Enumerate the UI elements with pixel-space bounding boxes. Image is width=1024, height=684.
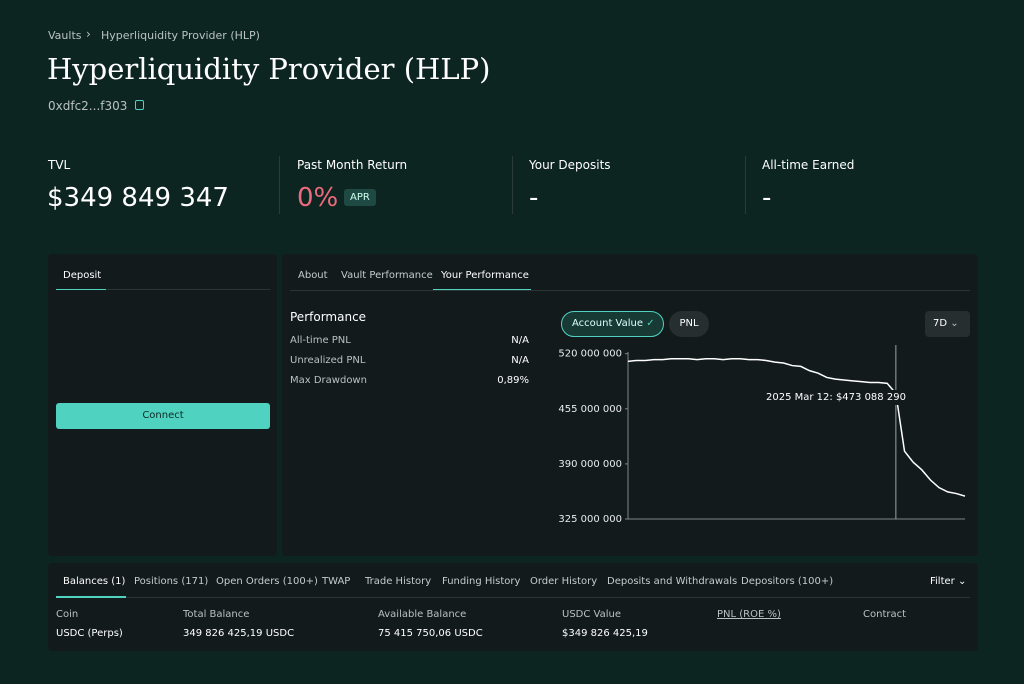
- divider: [279, 156, 280, 214]
- row-value: 0,89%: [497, 375, 529, 386]
- divider: [512, 156, 513, 214]
- tab-underline: [56, 289, 106, 290]
- connect-button[interactable]: Connect: [56, 403, 270, 429]
- cell: $349 826 425,19: [562, 628, 648, 639]
- tab[interactable]: Deposit: [63, 270, 102, 281]
- chart: 520 000 000 455 000 000 390 000 000 325 000…: [558, 345, 966, 525]
- column-header[interactable]: USDC Value: [562, 609, 621, 620]
- rule: [106, 289, 270, 290]
- badge: APR: [344, 189, 376, 206]
- rule: [290, 290, 970, 291]
- tab[interactable]: Order History: [530, 576, 598, 587]
- section-title: Performance: [290, 310, 367, 324]
- toggle[interactable]: Account Value ✓: [561, 311, 664, 337]
- range-select[interactable]: 7D ⌄: [925, 311, 970, 337]
- y-tick-label: 520 000 000: [558, 349, 622, 360]
- stat-label: All-time Earned: [762, 158, 855, 172]
- deposit-panel: Deposit Connect: [48, 254, 277, 556]
- tab[interactable]: Open Orders (100+): [216, 576, 318, 587]
- tooltip: 2025 Mar 12: $473 088 290: [766, 392, 906, 403]
- row-label: Max Drawdown: [290, 375, 367, 386]
- tab[interactable]: Positions (171): [134, 576, 209, 587]
- column-header[interactable]: PNL (ROE %): [717, 609, 781, 620]
- filter-label: Filter: [930, 576, 955, 587]
- copy-icon[interactable]: [135, 100, 144, 110]
- stat-label: Your Deposits: [529, 158, 611, 172]
- column-header: Total Balance: [183, 609, 250, 620]
- tab-underline: [56, 596, 126, 598]
- tab[interactable]: Vault Performance: [341, 270, 433, 281]
- y-tick-label: 455 000 000: [558, 404, 622, 415]
- stat-value: $349 849 347: [47, 183, 229, 213]
- tab[interactable]: Trade History: [365, 576, 432, 587]
- title: Hyperliquidity Provider (HLP): [47, 52, 491, 86]
- filter[interactable]: Filter ⌄: [930, 576, 967, 587]
- tab[interactable]: Deposits and Withdrawals: [607, 576, 738, 587]
- stat-value: -: [529, 183, 539, 213]
- toggle[interactable]: PNL: [669, 311, 709, 337]
- row-value: N/A: [511, 355, 529, 366]
- tab[interactable]: Your Performance: [441, 270, 529, 281]
- toggle-label: Account Value: [572, 318, 644, 329]
- tab[interactable]: TWAP: [322, 576, 351, 587]
- breadcrumb[interactable]: Vaults: [48, 29, 82, 42]
- cell: 349 826 425,19 USDC: [183, 628, 295, 639]
- column-header: Available Balance: [378, 609, 467, 620]
- bottom-panel: Balances (1) Positions (171) Open Orders (…: [48, 563, 978, 651]
- address: 0xdfc2...f303: [48, 99, 128, 113]
- row-value: N/A: [511, 335, 529, 346]
- y-tick-label: 325 000 000: [558, 514, 622, 525]
- row-label: Unrealized PNL: [290, 355, 366, 366]
- y-tick-label: 390 000 000: [558, 459, 622, 470]
- row-label: All-time PNL: [290, 335, 351, 346]
- divider: [745, 156, 746, 214]
- tab[interactable]: Balances (1): [63, 576, 126, 587]
- breadcrumb: Hyperliquidity Provider (HLP): [101, 29, 260, 42]
- column-header: Coin: [56, 609, 79, 620]
- stat-label: TVL: [48, 158, 71, 172]
- tab[interactable]: Depositors (100+): [741, 576, 834, 587]
- cell: USDC (Perps): [56, 628, 123, 639]
- tab[interactable]: Funding History: [442, 576, 521, 587]
- tab-underline: [433, 289, 531, 290]
- stat-label: Past Month Return: [297, 158, 408, 172]
- tab[interactable]: About: [298, 270, 328, 281]
- stat-value: -: [762, 183, 772, 213]
- column-header[interactable]: Contract: [863, 609, 907, 620]
- line: [627, 358, 966, 497]
- range-label: 7D: [933, 318, 948, 329]
- rule: [56, 597, 970, 598]
- breadcrumb-sep: ›: [86, 27, 91, 41]
- cell: 75 415 750,06 USDC: [378, 628, 483, 639]
- stat-value: 0%: [297, 183, 339, 213]
- tooltip-bg: [762, 390, 910, 405]
